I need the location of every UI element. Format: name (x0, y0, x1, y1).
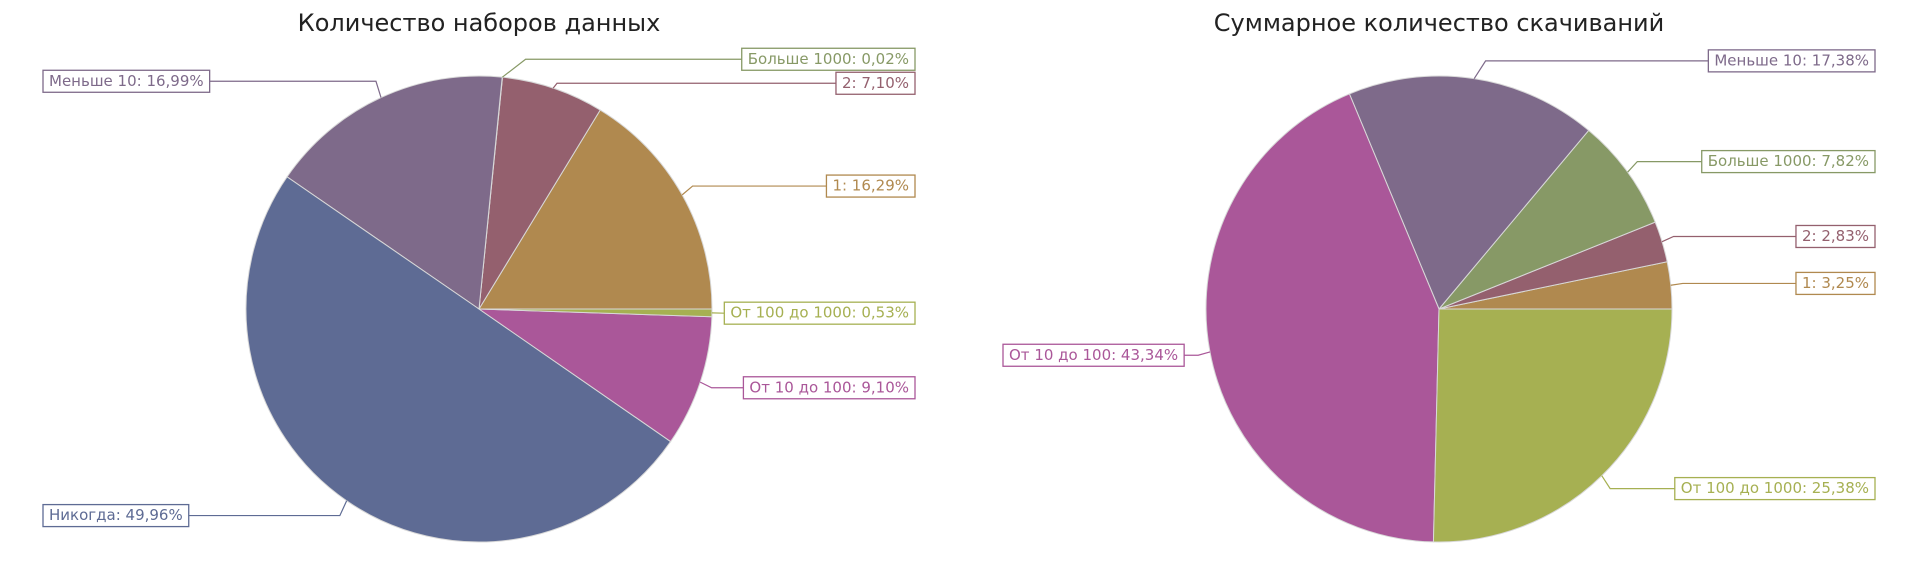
data-label-text: Меньше 10: 16,99% (49, 72, 204, 90)
leader-line (681, 185, 827, 196)
data-label: Никогда: 49,96% (42, 500, 348, 528)
data-label: 2: 2,83% (1661, 224, 1876, 249)
data-label-text: Меньше 10: 17,38% (1714, 51, 1869, 69)
data-label-text: От 10 до 100: 9,10% (749, 378, 909, 396)
pie-slice (1438, 129, 1656, 310)
leader-line (1661, 235, 1796, 243)
data-label-text: 2: 7,10% (842, 74, 909, 92)
data-label-text: От 100 до 1000: 0,53% (730, 304, 909, 322)
leader-line (209, 80, 382, 98)
leader-line (501, 58, 742, 78)
leader-line (1184, 351, 1211, 356)
data-label-text: Больше 1000: 0,02% (748, 50, 909, 68)
pie-slice (1348, 75, 1590, 310)
data-label-text: 1: 16,29% (832, 177, 909, 195)
data-label: Меньше 10: 17,38% (1473, 49, 1876, 79)
data-label-text: 2: 2,83% (1802, 227, 1869, 245)
pie-slice (477, 308, 713, 443)
data-label: 1: 3,25% (1670, 271, 1876, 296)
data-label: 1: 16,29% (681, 174, 916, 198)
pie-slice (478, 76, 601, 310)
leader-line (1670, 282, 1796, 286)
data-label: От 10 до 100: 43,34% (1002, 343, 1211, 367)
data-label-text: От 10 до 100: 43,34% (1009, 346, 1178, 364)
data-label: От 100 до 1000: 0,53% (711, 301, 916, 325)
data-label: От 10 до 100: 9,10% (699, 376, 916, 400)
chart-title: Количество наборов данных (298, 9, 661, 37)
leader-line (188, 500, 348, 517)
data-label: Меньше 10: 16,99% (42, 69, 382, 98)
data-label: Больше 1000: 7,82% (1627, 149, 1876, 174)
pie-slice (1432, 308, 1673, 543)
leader-line (1473, 60, 1709, 79)
data-label: 2: 7,10% (552, 71, 916, 95)
leader-line (552, 82, 836, 89)
leader-line (1627, 160, 1702, 173)
chart-title: Суммарное количество скачиваний (1214, 9, 1665, 37)
leader-line (699, 381, 744, 389)
data-label-text: 1: 3,25% (1802, 274, 1869, 292)
data-label-text: Больше 1000: 7,82% (1708, 152, 1869, 170)
pie-slice (478, 109, 713, 310)
leader-line (1601, 475, 1675, 490)
data-label: От 100 до 1000: 25,38% (1601, 475, 1876, 501)
data-label: Больше 1000: 0,02% (501, 47, 916, 78)
data-label-text: От 100 до 1000: 25,38% (1681, 479, 1869, 497)
data-label-text: Никогда: 49,96% (49, 506, 183, 524)
